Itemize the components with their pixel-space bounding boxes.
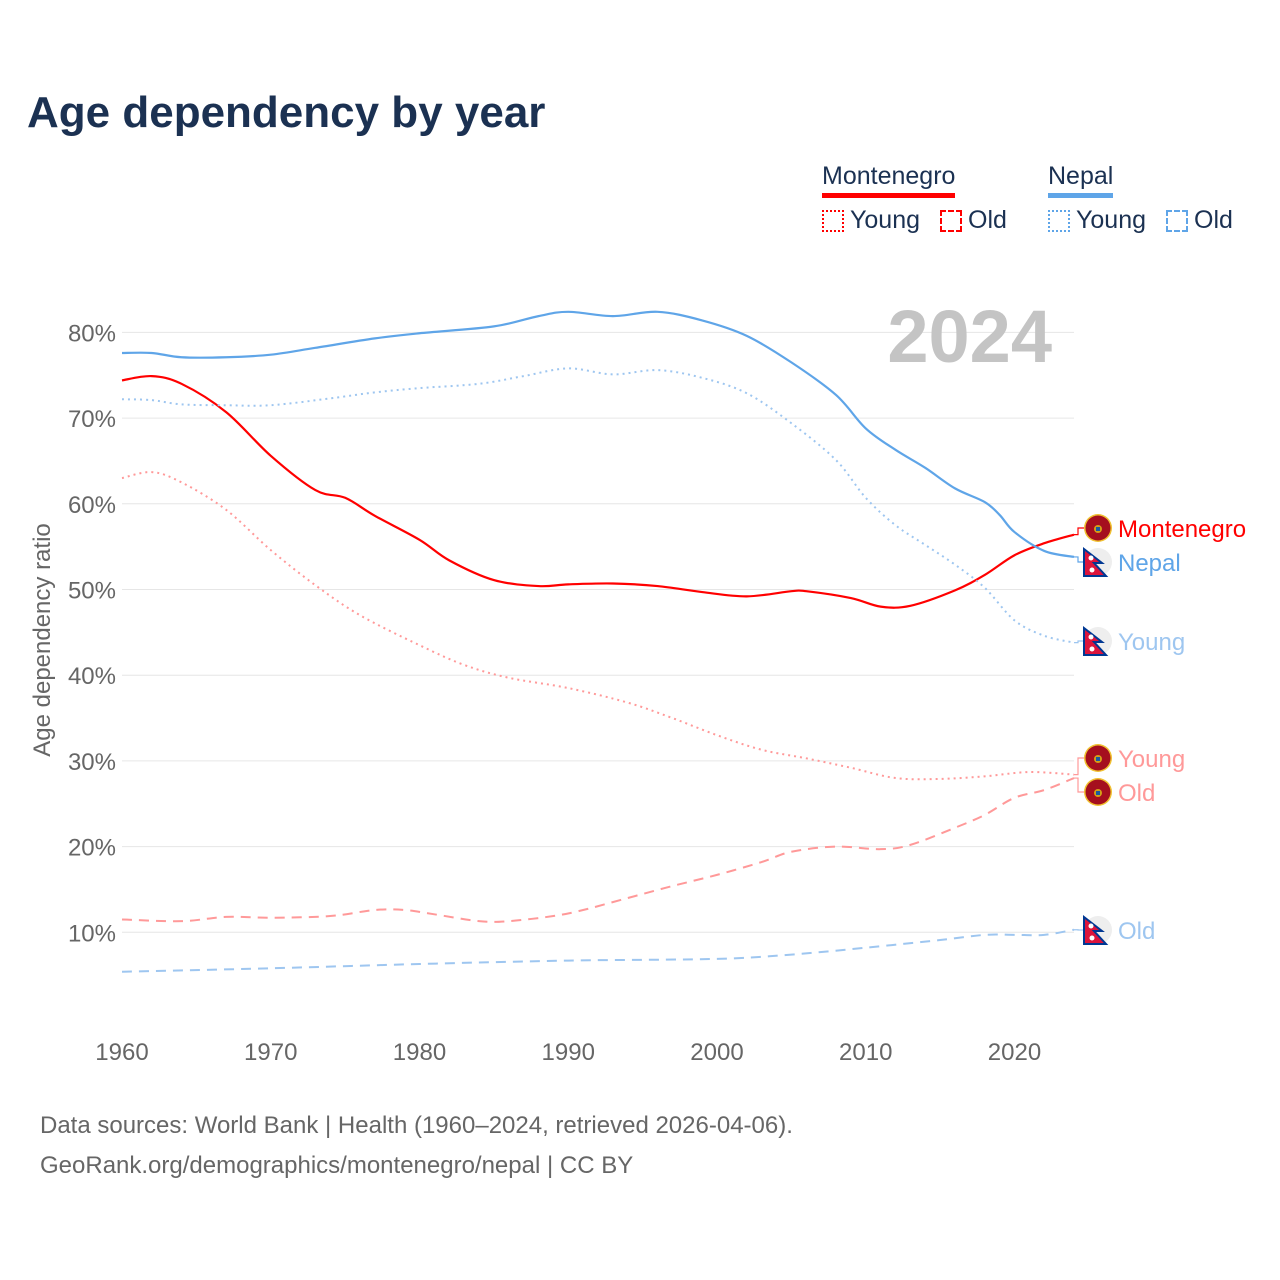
dashed-swatch-icon <box>940 209 962 232</box>
x-tick-label: 1960 <box>95 1039 148 1066</box>
legend-montenegro-label[interactable]: Montenegro <box>822 162 956 198</box>
x-tick-label: 2010 <box>839 1039 892 1066</box>
x-tick-label: 2000 <box>690 1039 743 1066</box>
series-line-montenegro[interactable] <box>121 374 1075 609</box>
legend-montenegro-young[interactable]: Young <box>850 206 920 234</box>
y-tick-label: 70% <box>68 406 116 433</box>
y-tick-label: 80% <box>68 320 116 347</box>
y-axis-label: Age dependency ratio <box>29 523 56 757</box>
x-tick-label: 2020 <box>988 1039 1041 1066</box>
label-connector <box>1074 640 1084 644</box>
source-line-1: Data sources: World Bank | Health (1960–… <box>40 1112 793 1139</box>
y-tick-label: 40% <box>68 663 116 690</box>
label-connector <box>1074 556 1084 563</box>
series-end-label: Young <box>1118 746 1185 773</box>
nepal-flag-icon <box>1083 914 1112 945</box>
series-end-label: Montenegro <box>1118 516 1246 543</box>
source-line-2[interactable]: GeoRank.org/demographics/montenegro/nepa… <box>40 1152 634 1179</box>
series-line-nepal-old[interactable] <box>121 928 1075 973</box>
dotted-swatch-icon <box>822 209 844 232</box>
y-tick-label: 10% <box>68 920 116 947</box>
line-chart: 10% 20% 30% 40% 50% 60% 70% 80% 1960 1970 1980 1990… <box>29 295 1246 1066</box>
series-end-label: Young <box>1118 629 1185 656</box>
series-end-label: Old <box>1118 780 1155 807</box>
source-note: Data sources: World Bank | Health (1960–… <box>40 1106 793 1186</box>
series-end-label: Nepal <box>1118 550 1181 577</box>
legend-nepal[interactable]: Nepal Young Old <box>1048 162 1247 235</box>
series-line-montenegro-young[interactable] <box>121 471 1075 781</box>
nepal-flag-icon <box>1083 625 1112 656</box>
y-tick-label: 20% <box>68 835 116 862</box>
y-tick-label: 30% <box>68 749 116 776</box>
dotted-swatch-icon <box>1048 209 1070 232</box>
year-label: 2024 <box>887 295 1052 378</box>
y-tick-label: 50% <box>68 578 116 605</box>
legend-nepal-old[interactable]: Old <box>1194 206 1233 234</box>
label-connector <box>1074 527 1084 536</box>
x-tick-label: 1980 <box>393 1039 446 1066</box>
series-end-label: Old <box>1118 918 1155 945</box>
montenegro-flag-icon <box>1084 744 1112 772</box>
legend-nepal-label[interactable]: Nepal <box>1048 162 1114 198</box>
legend-montenegro-old[interactable]: Old <box>968 206 1007 234</box>
series-line-nepal-young[interactable] <box>121 367 1075 644</box>
x-tick-label: 1990 <box>542 1039 595 1066</box>
x-tick-label: 1970 <box>244 1039 297 1066</box>
legend-montenegro[interactable]: Montenegro Young Old <box>822 162 1021 235</box>
chart-title: Age dependency by year <box>27 88 546 137</box>
montenegro-flag-icon <box>1084 514 1112 542</box>
y-tick-label: 60% <box>68 492 116 519</box>
nepal-flag-icon <box>1083 546 1112 577</box>
series-line-nepal[interactable] <box>121 310 1075 559</box>
series-line-montenegro-old[interactable] <box>121 777 1075 923</box>
legend-nepal-young[interactable]: Young <box>1076 206 1146 234</box>
montenegro-flag-icon <box>1084 778 1112 806</box>
label-connector <box>1074 757 1084 776</box>
dashed-swatch-icon <box>1166 209 1188 232</box>
label-connector <box>1074 777 1084 793</box>
